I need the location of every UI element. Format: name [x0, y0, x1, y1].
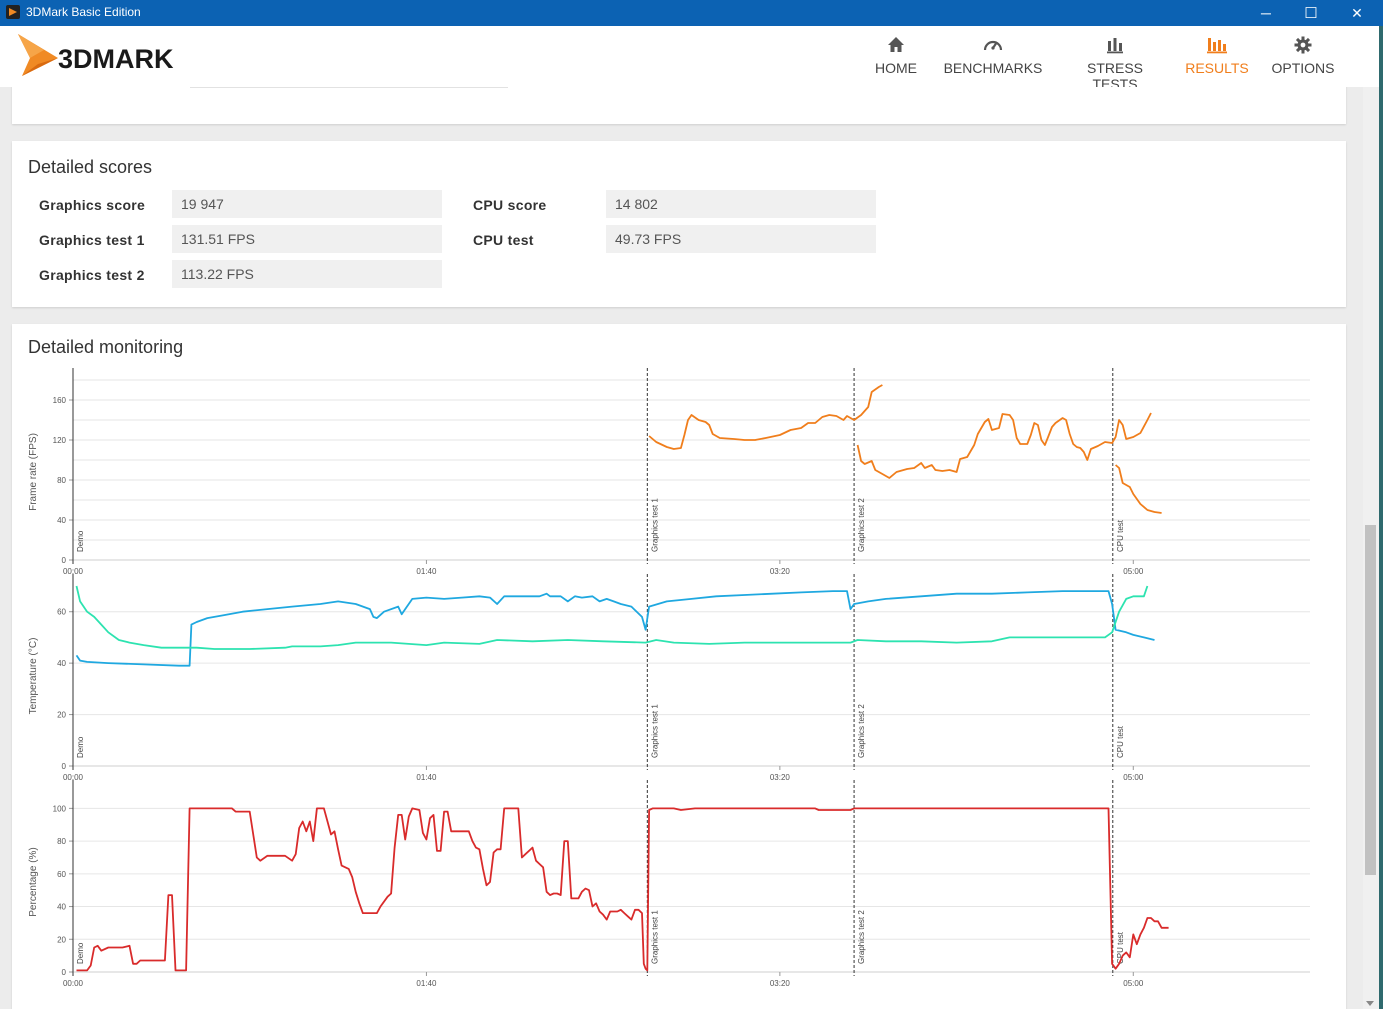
nav-results[interactable]: RESULTS: [1183, 34, 1251, 84]
y-tick-label: 80: [57, 837, 66, 846]
y-tick-label: 160: [53, 396, 67, 405]
nav-home[interactable]: HOME: [864, 34, 928, 84]
test-marker-label: Demo: [76, 942, 85, 964]
test-marker-label: CPU test: [1116, 519, 1125, 552]
nav-options-label: OPTIONS: [1271, 60, 1335, 76]
home-icon: [888, 37, 904, 52]
gauge-icon: [983, 40, 1003, 51]
y-tick-label: 0: [62, 762, 67, 771]
y-axis-label: Temperature (°C): [28, 638, 39, 715]
y-tick-label: 40: [57, 903, 66, 912]
vertical-scrollbar[interactable]: [1363, 87, 1379, 1009]
monitoring-charts[interactable]: 0 40 80 120 160 Frame rate (FPS) 00:00 01:40 03:…: [12, 324, 1346, 1009]
graphics-score-label: Graphics score: [39, 197, 146, 213]
app-header: 3DMARK HOME BENCHMARKS STRESS TESTS: [0, 26, 1383, 92]
app-logo: 3DMARK: [14, 32, 214, 78]
bar-chart-icon: [1107, 38, 1123, 54]
x-tick-label: 01:40: [416, 773, 437, 782]
graphics-test2-label: Graphics test 2: [39, 267, 145, 283]
x-tick-label: 05:00: [1123, 773, 1144, 782]
detailed-monitoring-title: Detailed monitoring: [28, 337, 184, 357]
x-tick-label: 01:40: [416, 979, 437, 988]
scrollbar-thumb[interactable]: [1365, 525, 1376, 875]
cpu-score-value: 14 802: [606, 190, 876, 218]
cpu-test-value: 49.73 FPS: [606, 225, 876, 253]
test-marker-label: CPU test: [1116, 931, 1125, 964]
previous-card: [12, 87, 1346, 124]
y-tick-label: 40: [57, 659, 66, 668]
graphics-score-value: 19 947: [172, 190, 442, 218]
scroll-down-arrow-icon[interactable]: [1366, 1001, 1374, 1006]
test-marker-label: Graphics test 1: [650, 704, 659, 758]
test-marker-label: Graphics test 2: [857, 704, 866, 758]
close-button[interactable]: ✕: [1351, 4, 1363, 21]
window-title: 3DMark Basic Edition: [26, 5, 141, 19]
x-tick-label: 03:20: [770, 979, 791, 988]
x-tick-label: 00:00: [63, 773, 84, 782]
detailed-scores-title: Detailed scores: [28, 157, 153, 177]
y-axis-label: Percentage (%): [28, 847, 39, 916]
maximize-button[interactable]: ☐: [1304, 5, 1318, 22]
chart-panel-2: 0 20 40 60 Temperature (°C) 00:00 01:40 03:20 05…: [28, 574, 1310, 782]
y-axis-label: Frame rate (FPS): [28, 433, 39, 511]
series-line-1-1: [648, 384, 883, 450]
y-tick-label: 60: [57, 870, 66, 879]
detailed-scores-card: Detailed scores Graphics score 19 947 Gr…: [12, 141, 1346, 307]
x-tick-label: 05:00: [1123, 567, 1144, 576]
series-line-2-1: [75, 585, 1149, 650]
series-line-1-1: [75, 590, 1155, 667]
y-tick-label: 80: [57, 476, 66, 485]
nav-options[interactable]: OPTIONS: [1266, 34, 1340, 84]
cpu-test-label: CPU test: [473, 232, 534, 248]
x-tick-label: 03:20: [770, 567, 791, 576]
nav-stress-tests[interactable]: STRESS TESTS: [1064, 34, 1166, 92]
nav-benchmarks[interactable]: BENCHMARKS: [940, 34, 1046, 84]
y-tick-label: 60: [57, 608, 66, 617]
test-marker-label: CPU test: [1116, 725, 1125, 758]
x-tick-label: 00:00: [63, 979, 84, 988]
graphics-test1-label: Graphics test 1: [39, 232, 145, 248]
cpu-score-label: CPU score: [473, 197, 547, 213]
graphics-test2-value: 113.22 FPS: [172, 260, 442, 288]
x-tick-label: 01:40: [416, 567, 437, 576]
y-tick-label: 40: [57, 516, 66, 525]
test-marker-label: Graphics test 2: [857, 910, 866, 964]
y-tick-label: 0: [62, 556, 67, 565]
results-content[interactable]: Detailed scores Graphics score 19 947 Gr…: [0, 87, 1365, 1009]
results-icon: [1207, 38, 1227, 54]
nav-results-label: RESULTS: [1185, 60, 1249, 76]
app-icon: [6, 5, 20, 19]
divider: [190, 87, 508, 88]
y-tick-label: 20: [57, 935, 66, 944]
detailed-monitoring-card: Detailed monitoring 0 40 80 120 160 Frame rat…: [12, 324, 1346, 1009]
graphics-test1-value: 131.51 FPS: [172, 225, 442, 253]
chart-panel-3: 0 20 40 60 80 100 Percentage (%) 00:00 01:40 03:2…: [28, 780, 1310, 988]
chart-panel-1: 0 40 80 120 160 Frame rate (FPS) 00:00 01:40 03:…: [28, 368, 1310, 576]
nav-home-label: HOME: [875, 60, 917, 76]
title-bar: 3DMark Basic Edition ─ ☐ ✕: [0, 0, 1383, 26]
x-tick-label: 03:20: [770, 773, 791, 782]
test-marker-label: Graphics test 1: [650, 498, 659, 552]
y-tick-label: 120: [53, 436, 67, 445]
logo-text: 3DMARK: [58, 44, 174, 74]
test-marker-label: Graphics test 1: [650, 910, 659, 964]
y-tick-label: 20: [57, 711, 66, 720]
y-tick-label: 100: [53, 804, 67, 813]
gear-icon: [1294, 36, 1312, 54]
desktop-edge: [1379, 26, 1383, 1009]
logo-arrow-icon: [18, 34, 58, 76]
test-marker-label: Graphics test 2: [857, 498, 866, 552]
test-marker-label: Demo: [76, 530, 85, 552]
series-line-1-2: [856, 412, 1152, 479]
x-tick-label: 05:00: [1123, 979, 1144, 988]
test-marker-label: Demo: [76, 736, 85, 758]
minimize-button[interactable]: ─: [1261, 5, 1271, 21]
series-line-1-3: [1115, 464, 1162, 514]
nav-benchmarks-label: BENCHMARKS: [943, 60, 1043, 76]
y-tick-label: 0: [62, 968, 67, 977]
series-line-1-1: [76, 807, 1169, 972]
x-tick-label: 00:00: [63, 567, 84, 576]
